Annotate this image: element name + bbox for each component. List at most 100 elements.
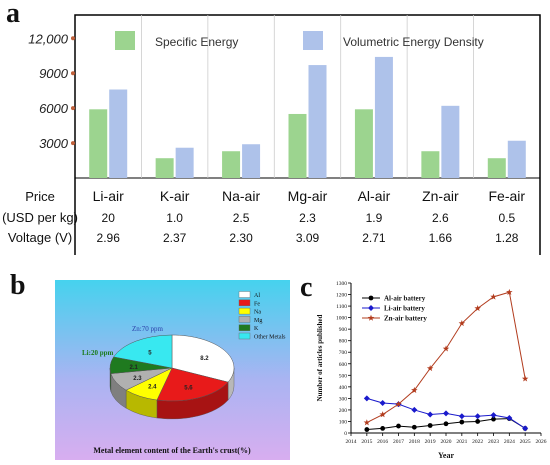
bar-chart-labels: Li-air 20 2.96 K-air 1.0 2.37 Na-air 2.5 2.30 Mg-… xyxy=(2,188,525,245)
data-point xyxy=(474,413,481,420)
category-label: K-air xyxy=(160,188,190,204)
x-tick-label: 2025 xyxy=(520,439,531,445)
category-label: Al-air xyxy=(358,188,391,204)
panel-label-c: c xyxy=(300,272,313,303)
y-tick-label: 1200 xyxy=(336,293,347,299)
pie-slice xyxy=(113,334,173,369)
bar-specific-energy xyxy=(89,109,108,178)
data-point xyxy=(475,419,481,424)
pie-slice xyxy=(171,334,235,383)
pie-value-label: 5.6 xyxy=(184,385,193,391)
crust-pie-chart: 8.2 5.6 2.4 2.3 2.1 5 Al Fe Na Mg K Other Metals Z… xyxy=(55,280,290,460)
price-value: 20 xyxy=(102,211,116,225)
price-value: 1.0 xyxy=(166,211,183,225)
legend-swatch xyxy=(115,31,135,50)
legend-label: Zn-air battery xyxy=(384,315,427,323)
data-point xyxy=(474,304,481,312)
y-tick-label: 800 xyxy=(339,339,348,345)
data-point xyxy=(458,319,466,327)
bar-volumetric-density xyxy=(109,89,128,178)
bar-volumetric-density xyxy=(441,105,460,178)
y-tick-label: 12,000 xyxy=(28,31,69,46)
panel-label-a: a xyxy=(6,0,20,29)
pie-legend-label: Fe xyxy=(254,301,260,307)
y-tick-label: 0 xyxy=(344,431,347,437)
data-point xyxy=(363,395,370,402)
pie-slices: 8.2 5.6 2.4 2.3 2.1 5 xyxy=(109,334,235,420)
x-tick-label: 2021 xyxy=(456,439,467,445)
bar-chart-legend: Specific Energy Volumetric Energy Density xyxy=(115,31,484,50)
data-point xyxy=(427,411,434,418)
pie-legend-swatch xyxy=(238,316,251,323)
bar-chart-axes: 3000 6000 9000 12,000 xyxy=(28,14,541,255)
legend-swatch xyxy=(303,31,323,50)
line-chart-axes: 0 100 200 300 400 500 600 700 800 900 1000 1100 1200… xyxy=(316,281,547,460)
pie-legend-label: K xyxy=(254,326,259,332)
pie-value-label: 2.1 xyxy=(130,365,139,371)
bar-chart-bars xyxy=(89,56,526,178)
y-tick-label: 1300 xyxy=(336,281,347,287)
price-value: 2.3 xyxy=(299,211,316,225)
data-point xyxy=(364,427,370,432)
panel-label-b: b xyxy=(10,270,26,301)
y-tick-label: 6000 xyxy=(39,101,69,116)
pie-legend-label: Al xyxy=(254,293,260,299)
pie-legend-label: Na xyxy=(254,310,261,316)
price-value: 0.5 xyxy=(498,211,515,225)
data-point xyxy=(379,400,386,406)
pie-value-label: 5 xyxy=(148,350,152,356)
data-point xyxy=(443,421,449,427)
price-value: 2.6 xyxy=(432,211,449,225)
y-axis-label: Number of articles published xyxy=(316,314,324,401)
pie-annotation-li: Li:20 ppm xyxy=(82,349,113,357)
x-tick-label: 2016 xyxy=(377,439,388,445)
pie-title: Metal element content of the Earth's cru… xyxy=(93,446,251,455)
bar-specific-energy xyxy=(288,113,307,178)
y-tick-label: 9000 xyxy=(39,66,69,81)
row-label-price-unit: (USD per kg) xyxy=(2,210,78,225)
data-point xyxy=(506,415,513,421)
y-tick-marker xyxy=(71,71,75,76)
y-tick-marker xyxy=(71,36,75,41)
x-tick-label: 2019 xyxy=(425,439,436,445)
pie-legend-swatch xyxy=(238,291,251,298)
data-point xyxy=(427,423,433,428)
pie-legend-label: Other Metals xyxy=(254,335,286,341)
bar-specific-energy xyxy=(487,158,506,178)
line-chart-series xyxy=(363,288,529,432)
voltage-value: 2.71 xyxy=(362,231,386,245)
pie-value-label: 2.3 xyxy=(133,376,142,382)
data-point xyxy=(491,416,496,422)
data-point xyxy=(490,293,497,300)
category-label: Li-air xyxy=(93,188,124,204)
data-point xyxy=(380,425,386,431)
x-tick-label: 2020 xyxy=(441,439,452,445)
pie-legend-swatch xyxy=(238,299,251,306)
price-value: 2.5 xyxy=(233,211,250,225)
y-tick-label: 100 xyxy=(339,419,348,425)
y-tick-label: 200 xyxy=(339,408,348,414)
line-chart-legend: Al-air battery Li-air battery Zn-air batte… xyxy=(362,295,427,323)
pie-legend-label: Mg xyxy=(254,318,262,324)
x-axis-label: Year xyxy=(438,451,454,460)
legend-label: Al-air battery xyxy=(384,295,426,303)
pie-legend-swatch xyxy=(238,324,251,331)
category-label: Fe-air xyxy=(489,188,526,204)
y-tick-label: 700 xyxy=(339,350,348,356)
data-point xyxy=(367,314,375,321)
energy-bar-chart: 3000 6000 9000 12,000 Specific Energy Volume… xyxy=(2,14,541,255)
data-point xyxy=(411,386,418,394)
bar-volumetric-density xyxy=(308,65,327,178)
bar-specific-energy xyxy=(421,151,440,178)
x-tick-label: 2023 xyxy=(488,439,499,445)
articles-line-chart: 0 100 200 300 400 500 600 700 800 900 1000 1100 1200… xyxy=(316,281,547,460)
price-value: 1.9 xyxy=(366,211,383,225)
voltage-value: 1.66 xyxy=(429,231,453,245)
data-point xyxy=(411,424,417,430)
voltage-value: 3.09 xyxy=(296,231,320,245)
data-point xyxy=(459,419,465,425)
row-label-price: Price xyxy=(25,189,55,204)
pie-value-label: 8.2 xyxy=(200,356,209,362)
legend-label: Specific Energy xyxy=(155,35,238,49)
x-tick-label: 2014 xyxy=(346,439,357,445)
